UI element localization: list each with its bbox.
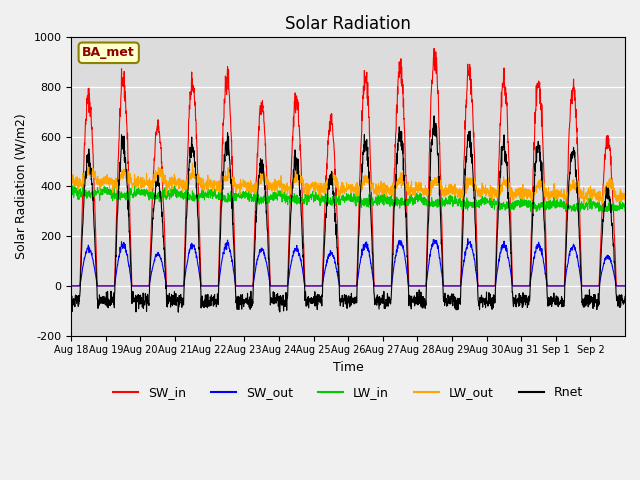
Y-axis label: Solar Radiation (W/m2): Solar Radiation (W/m2) — [15, 114, 28, 259]
Title: Solar Radiation: Solar Radiation — [285, 15, 411, 33]
Text: BA_met: BA_met — [83, 46, 135, 60]
Legend: SW_in, SW_out, LW_in, LW_out, Rnet: SW_in, SW_out, LW_in, LW_out, Rnet — [108, 381, 588, 404]
X-axis label: Time: Time — [333, 361, 364, 374]
